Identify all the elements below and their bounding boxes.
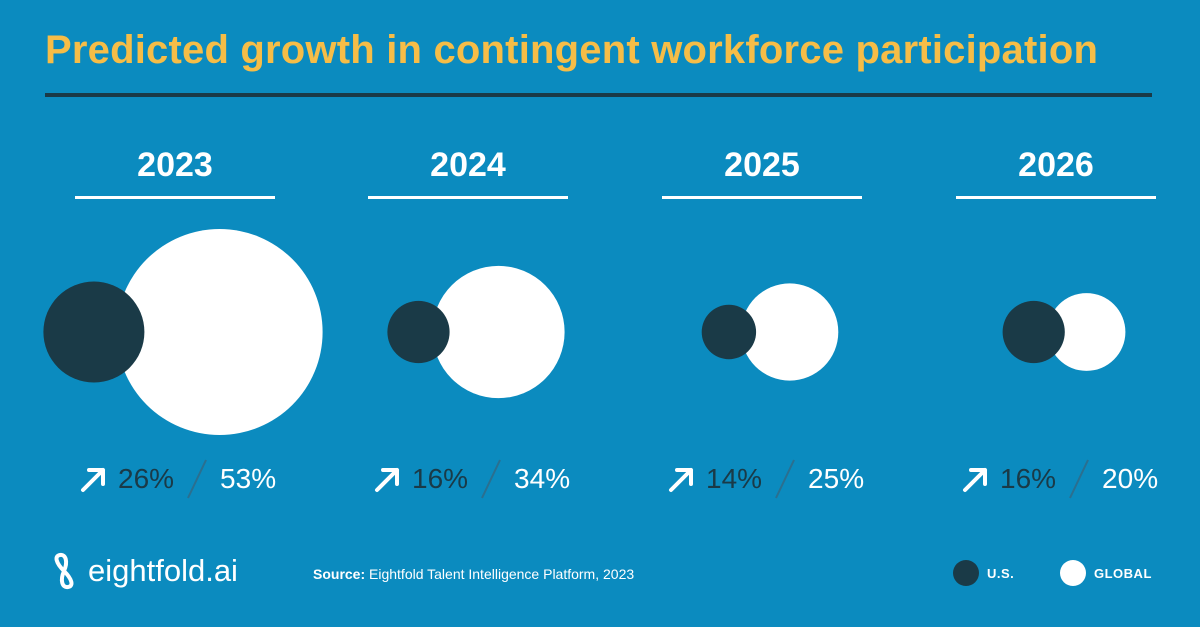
- year-divider: [75, 196, 275, 199]
- divider-slash: [775, 459, 795, 499]
- percent-row-2023: 26% 53%: [78, 455, 276, 503]
- us-percent: 14%: [706, 463, 763, 494]
- chart-title: Predicted growth in contingent workforce…: [45, 28, 1099, 72]
- year-column-2024: 2024: [368, 140, 568, 199]
- global-percent: 34%: [514, 463, 571, 494]
- percent-row-2024: 16% 34%: [372, 455, 570, 503]
- year-divider: [368, 196, 568, 199]
- legend-item-us: U.S.: [953, 560, 1014, 586]
- us-bubble-2025: [701, 304, 757, 360]
- global-percent: 20%: [1102, 463, 1159, 494]
- arrow-up-right-icon: [81, 468, 105, 492]
- percent-row-2025: 14% 25%: [666, 455, 864, 503]
- global-bubble-2024: [432, 265, 565, 399]
- arrow-up-right-icon: [669, 468, 693, 492]
- source-text: Eightfold Talent Intelligence Platform, …: [369, 566, 635, 582]
- year-column-2025: 2025: [662, 140, 862, 199]
- divider-slash: [1069, 459, 1089, 499]
- source-label: Source:: [313, 566, 366, 582]
- global-bubble-2026: [1047, 293, 1126, 371]
- global-percent: 53%: [220, 463, 277, 494]
- year-label: 2023: [137, 146, 213, 184]
- arrow-up-right-icon: [375, 468, 399, 492]
- infinity-logo-icon: [54, 552, 74, 590]
- legend-label-global: GLOBAL: [1094, 565, 1152, 581]
- year-divider: [662, 196, 862, 199]
- us-bubble-2024: [387, 300, 450, 364]
- year-label: 2025: [724, 146, 800, 184]
- legend-swatch-global: [1060, 560, 1086, 586]
- us-percent: 16%: [1000, 463, 1057, 494]
- year-column-2023: 2023: [75, 140, 275, 199]
- global-bubble-2023: [116, 229, 323, 435]
- divider-slash: [481, 459, 501, 499]
- us-bubble-2023: [43, 281, 145, 383]
- legend-item-global: GLOBAL: [1060, 560, 1152, 586]
- year-column-2026: 2026: [956, 140, 1156, 199]
- us-bubble-2026: [1002, 300, 1065, 364]
- legend-swatch-us: [953, 560, 979, 586]
- title-divider: [45, 93, 1152, 97]
- legend-label-us: U.S.: [987, 565, 1015, 581]
- brand-name: eightfold.ai: [88, 553, 238, 588]
- us-percent: 26%: [118, 463, 175, 494]
- year-divider: [956, 196, 1156, 199]
- year-label: 2024: [430, 146, 506, 184]
- brand-logo: eightfold.ai: [46, 552, 238, 590]
- global-percent: 25%: [808, 463, 865, 494]
- percent-row-2026: 16% 20%: [960, 455, 1158, 503]
- global-bubble-2025: [741, 283, 839, 381]
- year-label: 2026: [1018, 146, 1094, 184]
- source-note: Source: Eightfold Talent Intelligence Pl…: [313, 566, 634, 582]
- arrow-up-right-icon: [963, 468, 987, 492]
- divider-slash: [187, 459, 207, 499]
- us-percent: 16%: [412, 463, 469, 494]
